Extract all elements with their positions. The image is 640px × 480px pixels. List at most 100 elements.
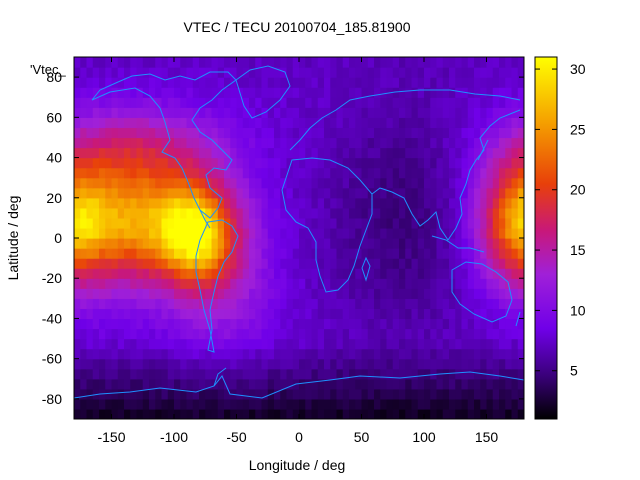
heatmap-cell	[386, 298, 394, 309]
heatmap-cell	[286, 268, 294, 279]
heatmap-cell	[436, 238, 444, 249]
heatmap-cell	[261, 197, 269, 209]
heatmap-cell	[117, 157, 125, 169]
heatmap-cell	[330, 67, 338, 78]
heatmap-cell	[424, 157, 431, 169]
heatmap-cell	[305, 127, 313, 139]
coastline-new-zealand	[515, 311, 521, 327]
heatmap-cell	[155, 117, 163, 128]
heatmap-cell	[80, 308, 88, 320]
heatmap-cell	[199, 288, 206, 299]
heatmap-cell	[167, 227, 175, 239]
y-tick-label: -60	[42, 351, 62, 367]
heatmap-cell	[92, 157, 100, 169]
heatmap-cell	[442, 187, 450, 199]
heatmap-cell	[380, 187, 388, 199]
heatmap-cell	[274, 107, 281, 118]
heatmap-cell	[261, 308, 269, 320]
heatmap-cell	[99, 67, 106, 78]
heatmap-cell	[355, 97, 363, 108]
heatmap-cell	[130, 127, 138, 139]
heatmap-cell	[361, 117, 369, 128]
heatmap-cell	[317, 318, 325, 330]
heatmap-cell	[286, 398, 294, 410]
heatmap-cell	[174, 127, 181, 139]
heatmap-cell	[74, 177, 81, 189]
heatmap-cell	[467, 207, 475, 219]
heatmap-cell	[167, 167, 175, 179]
heatmap-cell	[280, 398, 288, 410]
heatmap-cell	[192, 57, 200, 68]
heatmap-cell	[511, 97, 519, 108]
heatmap-cell	[517, 338, 524, 350]
heatmap-cell	[492, 318, 500, 330]
heatmap-cell	[349, 87, 356, 98]
heatmap-cell	[286, 127, 294, 139]
heatmap-cell	[267, 238, 275, 249]
heatmap-cell	[205, 137, 213, 149]
heatmap-cell	[305, 227, 313, 239]
heatmap-cell	[474, 147, 481, 159]
heatmap-cell	[192, 97, 200, 108]
heatmap-cell	[417, 398, 425, 410]
heatmap-cell	[349, 117, 356, 128]
heatmap-cell	[405, 177, 413, 189]
heatmap-cell	[261, 248, 269, 259]
heatmap-cell	[224, 87, 231, 98]
heatmap-cell	[167, 288, 175, 299]
heatmap-cell	[217, 338, 225, 350]
heatmap-cell	[92, 358, 100, 370]
heatmap-cell	[80, 97, 88, 108]
heatmap-cell	[186, 107, 194, 118]
heatmap-cell	[211, 207, 219, 219]
heatmap-cell	[411, 368, 419, 380]
heatmap-cell	[136, 197, 144, 209]
heatmap-cell	[486, 87, 494, 98]
heatmap-cell	[111, 67, 119, 78]
heatmap-cell	[261, 67, 269, 78]
heatmap-cell	[136, 217, 144, 229]
heatmap-cell	[386, 358, 394, 370]
heatmap-cell	[342, 288, 350, 299]
heatmap-cell	[111, 258, 119, 269]
heatmap-cell	[380, 207, 388, 219]
heatmap-cell	[124, 197, 131, 209]
heatmap-cell	[224, 77, 231, 88]
heatmap-cell	[342, 117, 350, 128]
heatmap-cell	[380, 398, 388, 410]
heatmap-cell	[342, 187, 350, 199]
heatmap-cell	[311, 77, 319, 88]
heatmap-cell	[230, 197, 238, 209]
heatmap-cell	[442, 117, 450, 128]
heatmap-cell	[374, 338, 381, 350]
heatmap-cell	[367, 87, 375, 98]
heatmap-cell	[511, 278, 519, 289]
heatmap-cell	[361, 187, 369, 199]
heatmap-cell	[517, 187, 524, 199]
heatmap-cell	[455, 248, 463, 259]
heatmap-cell	[155, 57, 163, 68]
heatmap-cell	[74, 227, 81, 239]
heatmap-cell	[236, 67, 244, 78]
heatmap-cell	[99, 348, 106, 360]
heatmap-cell	[299, 77, 306, 88]
heatmap-cell	[292, 388, 300, 400]
x-tick-label: -50	[226, 429, 246, 445]
heatmap-cell	[255, 248, 263, 259]
heatmap-cell	[424, 408, 431, 419]
heatmap-cell	[99, 157, 106, 169]
heatmap-cell	[517, 358, 524, 370]
heatmap-cell	[74, 57, 81, 68]
heatmap-cell	[211, 97, 219, 108]
heatmap-cell	[486, 147, 494, 159]
heatmap-cell	[249, 388, 256, 400]
heatmap-cell	[292, 298, 300, 309]
heatmap-cell	[167, 67, 175, 78]
heatmap-cell	[230, 117, 238, 128]
heatmap-cell	[142, 358, 150, 370]
heatmap-cell	[199, 167, 206, 179]
heatmap-cell	[511, 137, 519, 149]
heatmap-cell	[274, 308, 281, 320]
heatmap-cell	[267, 127, 275, 139]
heatmap-cell	[499, 368, 506, 380]
